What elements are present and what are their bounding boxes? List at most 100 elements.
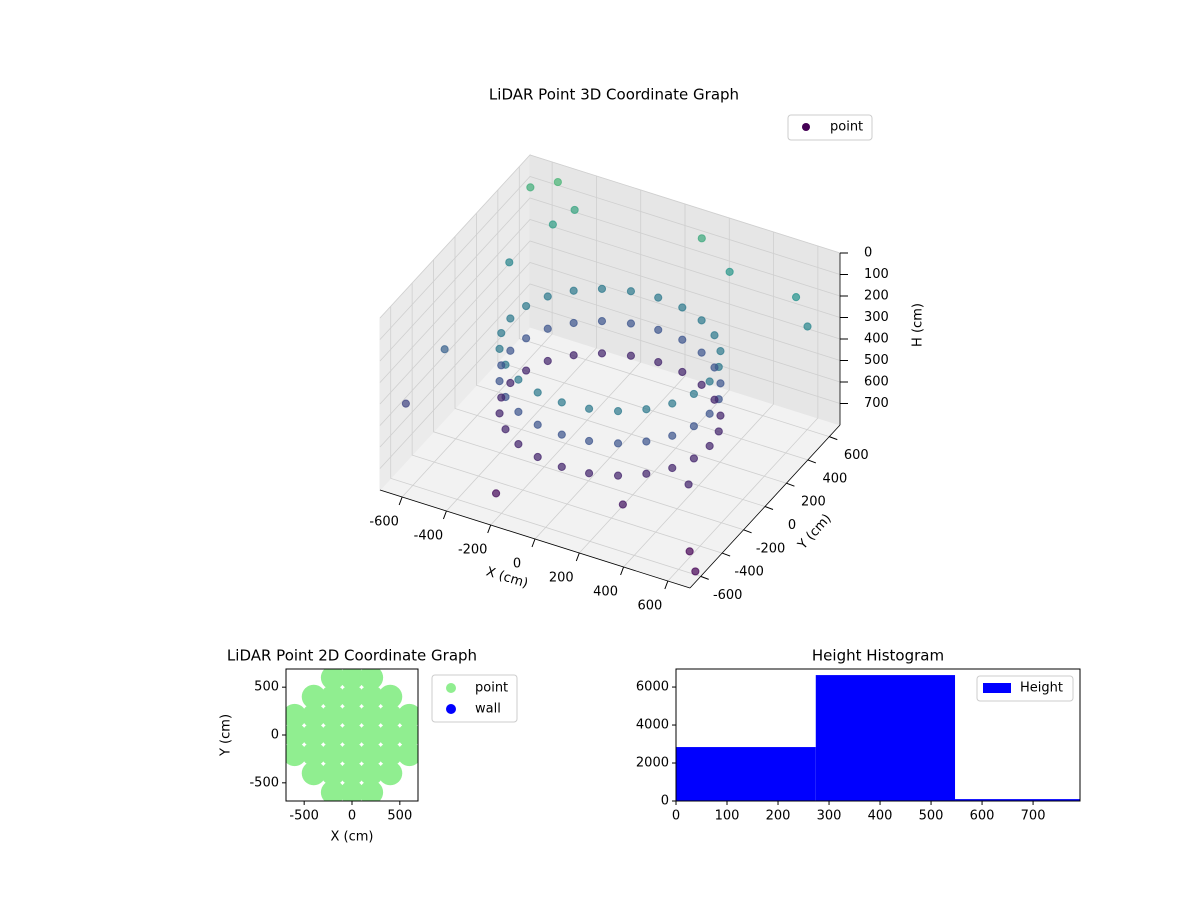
z-tick-label: 600: [864, 375, 889, 390]
data-point: [359, 723, 384, 747]
data-point: [301, 684, 326, 709]
x-tick-label: 200: [766, 809, 791, 824]
data-point: [716, 379, 725, 388]
y-tick-label: 0: [788, 518, 796, 533]
data-point: [301, 761, 326, 786]
chart-title: LiDAR Point 3D Coordinate Graph: [489, 86, 739, 104]
data-point: [522, 301, 531, 311]
x-tick-label: 300: [817, 809, 842, 824]
y-tick: [743, 529, 752, 534]
y-tick: [764, 506, 774, 510]
data-point: [714, 427, 723, 436]
legend-frame: [787, 114, 873, 141]
axis-line: [379, 489, 691, 589]
grid-line: [390, 306, 701, 577]
data-point: [668, 431, 677, 440]
data-point: [320, 723, 345, 747]
z-tick-label: 700: [864, 396, 889, 411]
data-point: [497, 361, 506, 370]
axes-frame: [285, 668, 419, 802]
data-point: [301, 723, 326, 747]
y-tick-label: -400: [734, 565, 764, 580]
x-tick: [664, 580, 669, 590]
y-tick-label: -500: [249, 775, 279, 790]
data-point: [497, 328, 506, 338]
data-point: [340, 780, 364, 801]
data-point: [506, 346, 515, 355]
data-point: [553, 177, 562, 187]
data-point: [597, 316, 607, 326]
data-point: [569, 351, 578, 360]
legend-frame: [976, 675, 1074, 702]
x-tick-label: -600: [369, 515, 399, 530]
x-tick-label: -200: [458, 543, 488, 558]
data-point: [495, 409, 504, 418]
data-point: [618, 500, 627, 509]
data-point: [791, 293, 801, 302]
x-tick-label: -500: [289, 809, 319, 824]
data-point: [597, 284, 607, 293]
data-point: [378, 684, 403, 709]
data-point: [340, 761, 364, 786]
grid-line: [379, 262, 841, 426]
data-point: [522, 334, 531, 343]
data-point: [286, 723, 307, 747]
data-point: [697, 380, 706, 389]
data-point: [557, 398, 566, 407]
legend-marker: [446, 683, 456, 693]
y-tick-label: 6000: [636, 680, 669, 695]
data-point: [685, 547, 694, 556]
grid-line: [518, 166, 830, 438]
data-point: [710, 363, 719, 372]
y-tick-label: -200: [756, 541, 786, 556]
data-point: [514, 407, 523, 417]
data-point: [543, 356, 552, 366]
data-point: [522, 366, 531, 375]
data-point: [320, 703, 345, 728]
y-tick-label: 200: [801, 495, 826, 510]
grid-line: [379, 176, 841, 340]
data-point: [340, 703, 364, 728]
data-point: [684, 480, 693, 489]
data-point: [654, 358, 663, 367]
data-point: [301, 703, 326, 728]
z-tick-label: 100: [864, 267, 889, 282]
legend-label: point: [475, 681, 508, 696]
data-point: [570, 205, 579, 215]
legend-marker: [802, 123, 810, 131]
y-tick-label: 4000: [636, 718, 669, 733]
y-tick-label: 500: [254, 680, 279, 695]
data-point: [320, 742, 345, 767]
data-point: [359, 761, 384, 786]
grid-line: [411, 283, 723, 554]
z-tick-label: 200: [864, 289, 889, 304]
data-point: [495, 344, 504, 353]
data-point: [642, 437, 651, 446]
bar: [955, 799, 1080, 801]
data-point: [716, 411, 725, 420]
data-point: [378, 761, 403, 786]
data-point: [584, 469, 594, 478]
legend-label: wall: [475, 702, 501, 717]
x-tick: [442, 510, 447, 520]
bar: [815, 675, 956, 801]
data-point: [340, 742, 364, 767]
x-tick-label: 600: [637, 599, 662, 614]
x-tick-label: 0: [672, 809, 680, 824]
data-point: [340, 669, 364, 690]
data-point: [397, 742, 418, 767]
data-point: [710, 331, 719, 340]
data-point: [678, 335, 687, 344]
x-tick: [398, 496, 403, 506]
grid-line: [476, 213, 787, 484]
x-tick: [487, 524, 492, 534]
plot-area: [286, 669, 418, 801]
data-point: [705, 441, 714, 451]
data-point: [626, 319, 636, 328]
data-point: [497, 393, 506, 402]
data-point: [378, 703, 403, 728]
grid-line: [379, 197, 841, 362]
data-point: [678, 303, 687, 312]
x-tick: [575, 552, 580, 562]
